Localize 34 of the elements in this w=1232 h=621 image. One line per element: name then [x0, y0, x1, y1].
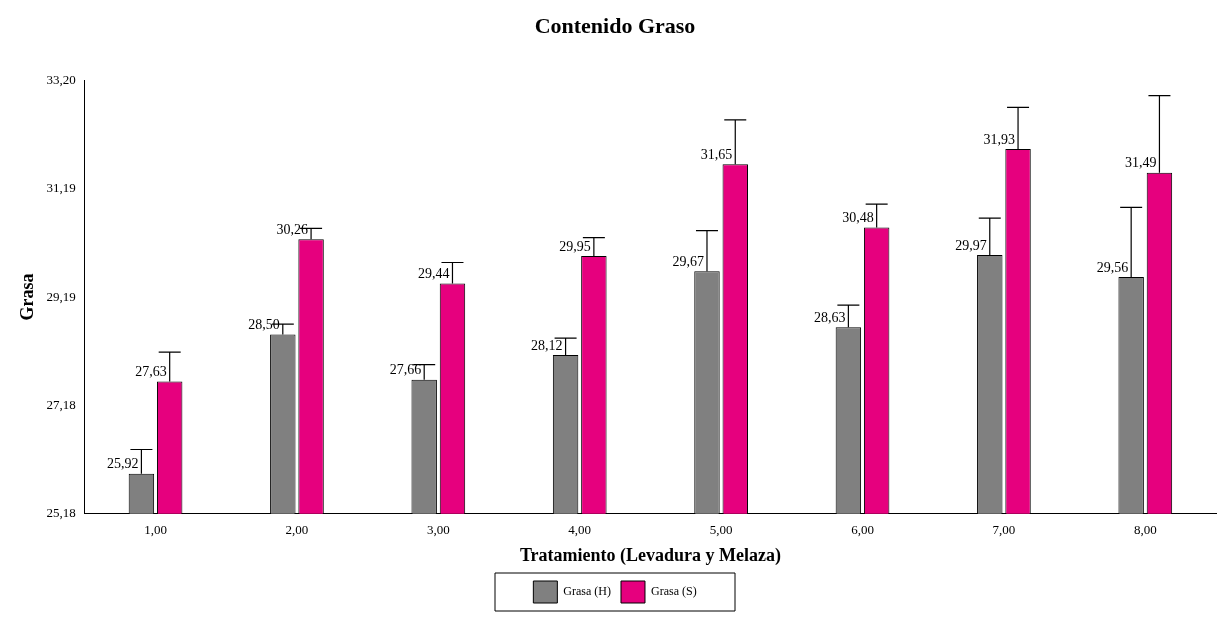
data-label: 29,44: [417, 266, 450, 282]
y-tick-label: 25,18: [46, 505, 76, 521]
y-tick-label: 31,19: [46, 180, 76, 196]
x-tick-label: 1,00: [144, 522, 167, 538]
data-label: 30,26: [276, 221, 309, 237]
y-axis-title: Grasa: [17, 273, 38, 321]
data-label: 29,56: [1096, 259, 1129, 275]
data-label: 31,65: [700, 146, 733, 162]
data-label: 31,93: [983, 131, 1016, 147]
x-axis-title: Tratamiento (Levadura y Melaza): [519, 544, 781, 566]
x-tick-label: 4,00: [568, 522, 592, 538]
x-tick-label: 5,00: [709, 522, 733, 538]
data-label: 27,63: [135, 364, 167, 380]
data-label: 29,95: [559, 238, 591, 254]
x-tick-label: 3,00: [426, 522, 450, 538]
data-label: 29,67: [672, 253, 704, 269]
chart-title: Contenido Graso: [534, 12, 696, 38]
data-label: 28,63: [813, 310, 846, 326]
data-label: 28,50: [248, 317, 280, 333]
x-tick-label: 8,00: [1133, 522, 1157, 538]
data-label: 28,12: [531, 337, 563, 353]
data-label: 31,49: [1124, 155, 1157, 171]
legend-label: Grasa (S): [651, 584, 697, 599]
data-label: 29,97: [955, 237, 987, 253]
y-tick-label: 29,19: [46, 288, 76, 304]
data-label: 30,48: [842, 210, 874, 226]
data-label: 27,66: [389, 362, 422, 378]
x-tick-label: 2,00: [285, 522, 309, 538]
y-tick-label: 27,18: [46, 397, 76, 413]
y-tick-label: 33,20: [46, 71, 76, 87]
x-tick-label: 6,00: [851, 522, 874, 538]
legend-label: Grasa (H): [563, 584, 612, 599]
data-label: 25,92: [106, 456, 139, 472]
x-tick-label: 7,00: [992, 522, 1016, 538]
